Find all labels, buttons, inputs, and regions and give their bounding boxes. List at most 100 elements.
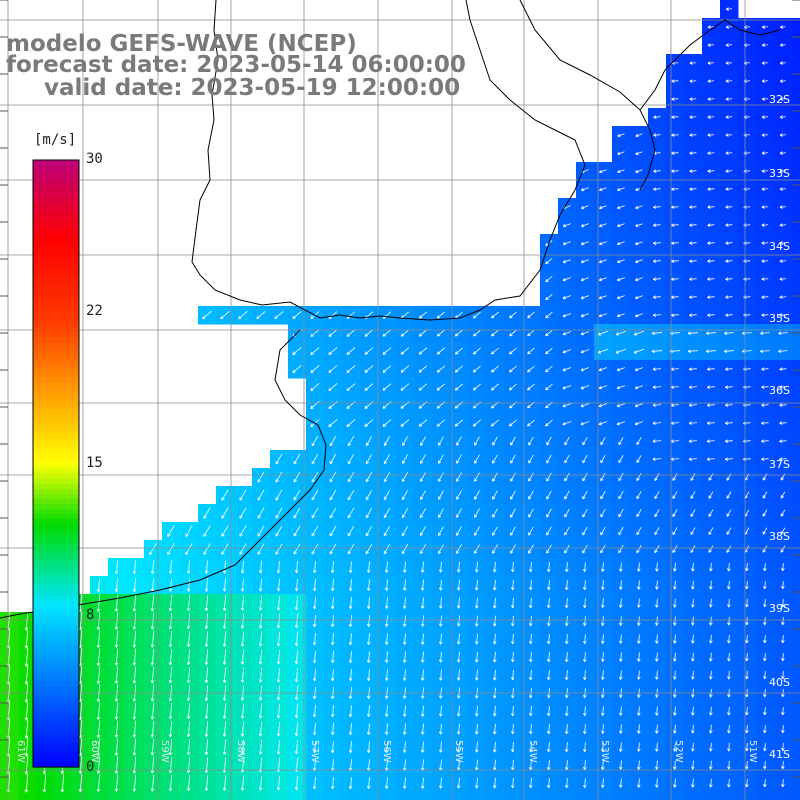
wind-arrow xyxy=(545,257,553,265)
wind-arrow xyxy=(652,385,662,389)
wind-arrow xyxy=(275,453,283,465)
wind-arrow xyxy=(437,526,444,536)
wind-arrow xyxy=(618,526,624,536)
wind-arrow xyxy=(383,543,391,555)
wind-arrow xyxy=(671,169,679,173)
wind-arrow xyxy=(725,25,732,29)
wind-arrow xyxy=(652,421,662,425)
wind-speed-cell xyxy=(108,792,127,800)
colorbar-segment xyxy=(33,600,79,606)
wind-arrow xyxy=(311,489,319,501)
wind-speed-cell xyxy=(792,72,800,91)
wind-arrow xyxy=(562,223,571,228)
wind-arrow xyxy=(382,329,392,337)
wind-arrow xyxy=(221,507,229,519)
wind-arrow xyxy=(653,169,661,173)
wind-arrow xyxy=(400,347,410,355)
wind-arrow xyxy=(564,490,570,500)
wind-arrow xyxy=(779,421,787,425)
wind-arrow xyxy=(438,436,444,446)
wind-arrow xyxy=(651,331,663,336)
wind-arrow xyxy=(257,489,265,501)
wind-arrow xyxy=(724,439,733,443)
wind-arrow xyxy=(726,545,732,553)
wind-arrow xyxy=(366,561,371,573)
wind-arrow xyxy=(779,79,786,83)
wind-arrow xyxy=(616,403,626,408)
colorbar-segment xyxy=(33,347,79,353)
wind-arrow xyxy=(510,544,516,554)
wind-arrow xyxy=(724,331,734,335)
wind-arrow xyxy=(723,349,734,353)
wind-speed-cell xyxy=(792,504,800,523)
wind-arrow xyxy=(562,331,572,336)
wind-arrow xyxy=(546,436,552,446)
colorbar-segment xyxy=(33,549,79,556)
wind-arrow xyxy=(707,277,715,281)
colorbar-segment xyxy=(33,503,79,510)
wind-arrow xyxy=(635,205,643,210)
wind-speed-cell xyxy=(792,306,800,325)
wind-arrow xyxy=(491,311,499,319)
wind-arrow xyxy=(293,453,301,465)
wind-arrow xyxy=(672,527,678,536)
wind-speed-cell xyxy=(792,432,800,451)
wind-arrow xyxy=(761,97,768,101)
wind-arrow xyxy=(634,421,644,426)
wind-arrow xyxy=(580,205,589,210)
wind-arrow xyxy=(274,311,284,319)
wind-arrow xyxy=(778,349,788,353)
wind-arrow xyxy=(454,329,463,337)
wind-arrow xyxy=(328,419,338,427)
wind-speed-cell xyxy=(792,234,800,253)
colorbar-segment xyxy=(33,473,79,480)
wind-arrow xyxy=(256,311,266,320)
wind-arrow xyxy=(528,436,534,446)
colorbar-segment xyxy=(33,595,79,601)
wind-arrow xyxy=(185,543,193,555)
wind-arrow xyxy=(707,169,715,173)
wind-arrow xyxy=(275,543,283,555)
wind-arrow xyxy=(653,133,661,137)
wind-arrow xyxy=(311,525,319,537)
wind-arrow xyxy=(438,472,444,482)
wind-arrow xyxy=(257,471,265,483)
wind-arrow xyxy=(419,454,426,464)
wind-speed-cell xyxy=(342,792,361,800)
wind-arrow xyxy=(419,526,427,536)
wind-speed-cell xyxy=(792,648,800,667)
colorbar-segment xyxy=(33,726,79,733)
wind-arrow xyxy=(510,508,516,518)
wind-speed-cell xyxy=(792,36,800,55)
colorbar-segment xyxy=(33,301,79,308)
wind-arrow xyxy=(615,348,627,354)
wind-arrow xyxy=(545,383,553,391)
wind-arrow xyxy=(528,526,534,536)
wind-arrow xyxy=(472,365,481,373)
wind-arrow xyxy=(310,329,320,337)
wind-arrow xyxy=(707,115,715,119)
wind-arrow xyxy=(473,311,481,319)
wind-arrow xyxy=(617,223,625,228)
wind-arrow xyxy=(203,507,211,519)
wind-arrow xyxy=(600,508,606,518)
colorbar-segment xyxy=(33,205,79,212)
wind-speed-cell xyxy=(792,288,800,307)
wind-arrow xyxy=(635,277,643,282)
colorbar-segment xyxy=(33,367,79,374)
wind-arrow xyxy=(653,115,661,119)
wind-arrow xyxy=(671,115,679,119)
wind-arrow xyxy=(401,526,409,537)
colorbar-segment xyxy=(33,438,79,444)
wind-arrow xyxy=(689,277,697,281)
colorbar-segment xyxy=(33,316,79,323)
wind-arrow xyxy=(328,347,338,355)
latitude-label: 34S xyxy=(769,240,790,253)
wind-arrow xyxy=(222,560,227,574)
wind-arrow xyxy=(418,383,428,391)
wind-arrow xyxy=(780,527,786,535)
wind-arrow xyxy=(239,543,247,555)
colorbar-segment xyxy=(33,423,79,429)
wind-arrow xyxy=(437,508,444,518)
